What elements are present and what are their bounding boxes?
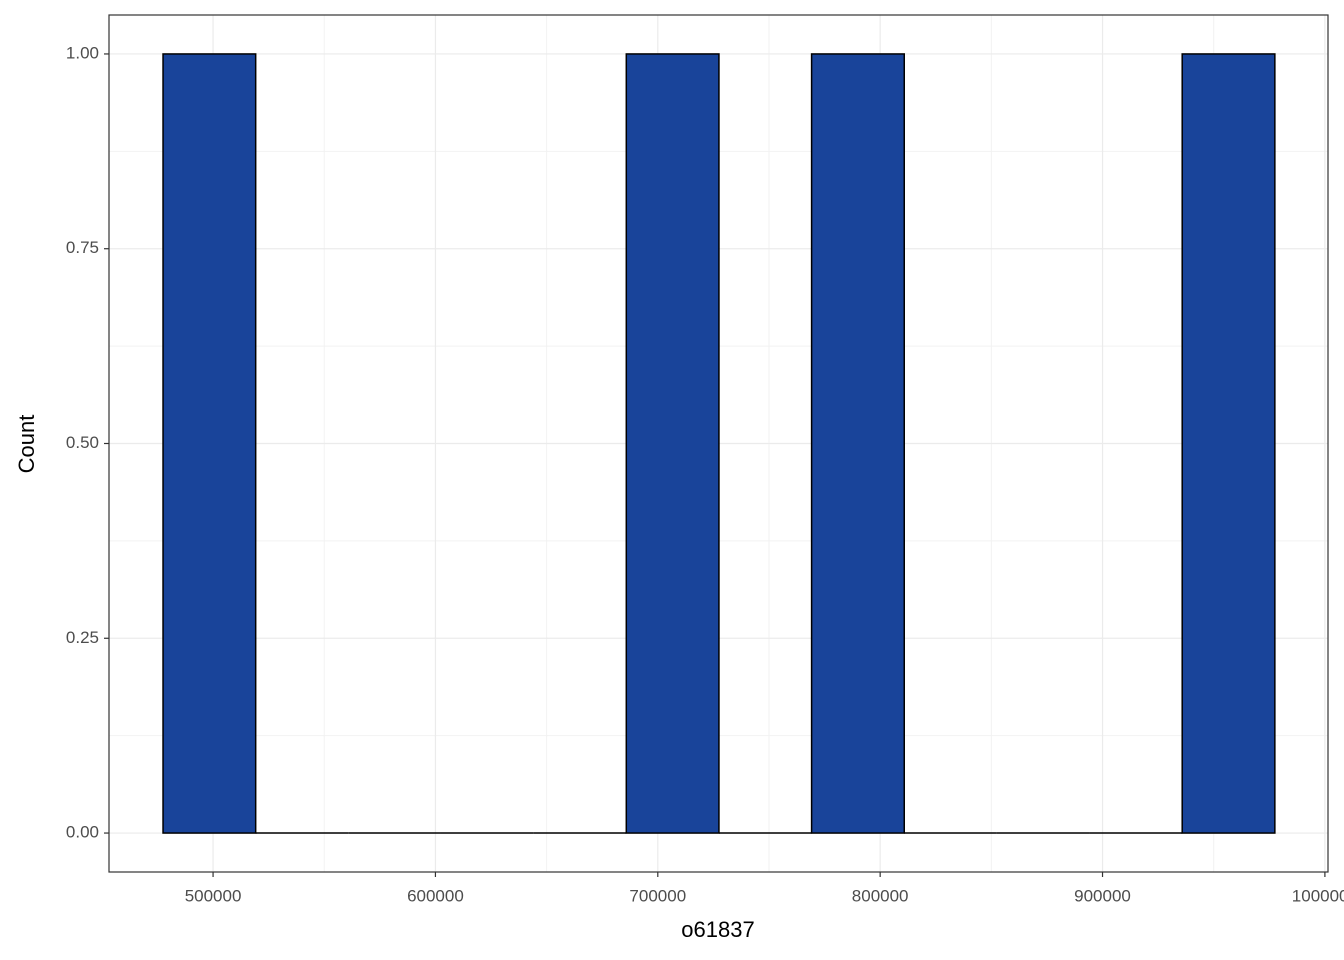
x-tick-label: 700000 xyxy=(629,886,686,905)
bar xyxy=(162,53,257,834)
x-axis-title: o61837 xyxy=(681,917,754,942)
y-tick-label: 0.00 xyxy=(66,823,99,842)
x-tick-label: 800000 xyxy=(852,886,909,905)
panel-border xyxy=(108,14,1329,873)
y-axis-title: Count xyxy=(14,415,39,474)
y-tick-label: 1.00 xyxy=(66,43,99,62)
y-tick-label: 0.50 xyxy=(66,433,99,452)
bar xyxy=(1181,53,1276,834)
x-tick-label: 900000 xyxy=(1074,886,1131,905)
x-tick-label: 600000 xyxy=(407,886,464,905)
y-tick-label: 0.25 xyxy=(66,628,99,647)
bar xyxy=(625,53,720,834)
bar xyxy=(810,53,905,834)
y-tick-label: 0.75 xyxy=(66,238,99,257)
x-tick-label: 500000 xyxy=(185,886,242,905)
